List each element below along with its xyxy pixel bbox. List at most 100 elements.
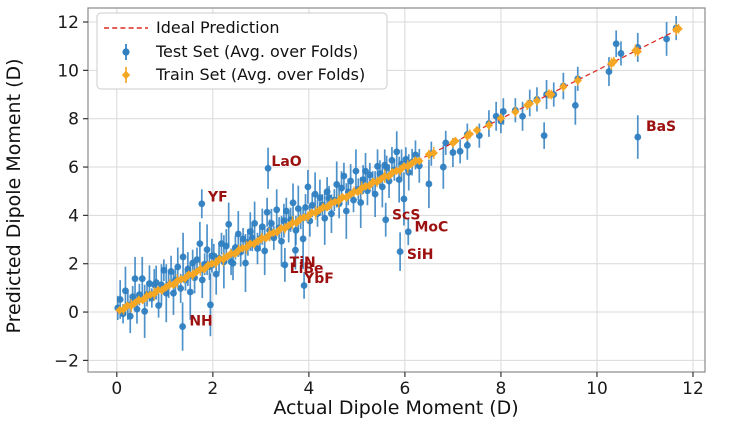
test-point <box>371 190 379 198</box>
plot-frame <box>87 7 706 373</box>
annotation-LaO: LaO <box>271 154 301 170</box>
annotation-YF: YF <box>207 189 228 205</box>
train-point <box>448 138 458 148</box>
test-point <box>281 261 289 269</box>
train-point <box>242 243 251 252</box>
test-point <box>663 35 670 43</box>
test-point <box>196 240 204 248</box>
test-point <box>131 275 139 283</box>
test-point <box>261 247 269 255</box>
x-tick-label: 0 <box>111 379 122 399</box>
test-point <box>251 219 259 227</box>
series-layer <box>114 15 683 351</box>
test-point <box>264 164 272 172</box>
y-tick-label: 12 <box>57 13 79 33</box>
test-point <box>304 183 312 191</box>
train-point <box>609 57 618 66</box>
test-point <box>405 168 413 176</box>
test-point <box>229 259 237 267</box>
test-point <box>499 108 507 115</box>
test-point <box>400 195 408 203</box>
test-point <box>289 199 297 207</box>
x-tick-label: 10 <box>586 379 608 399</box>
legend-label-ideal: Ideal Prediction <box>156 18 280 37</box>
train-point <box>219 255 228 264</box>
y-tick-label: 8 <box>68 110 79 130</box>
test-point <box>179 253 187 261</box>
axis-ticks: 0 2 4 6 8 10 12 −2 0 2 4 6 8 10 12 <box>54 13 704 399</box>
annotation-NH: NH <box>189 313 212 329</box>
test-point <box>234 230 242 238</box>
test-point <box>177 284 185 292</box>
train-point <box>115 305 124 315</box>
train-point <box>511 107 520 117</box>
test-point <box>357 199 365 206</box>
test-point <box>340 172 348 180</box>
test-point <box>138 275 146 283</box>
train-point <box>532 96 542 106</box>
x-tick-label: 4 <box>303 379 314 399</box>
legend: Ideal Prediction Test Set (Avg. over Fol… <box>96 12 388 90</box>
train-point <box>633 47 642 56</box>
x-tick-label: 2 <box>207 379 218 399</box>
test-point <box>292 246 299 254</box>
annotation-ScS: ScS <box>392 208 420 224</box>
test-point <box>366 171 374 179</box>
test-point <box>415 162 423 170</box>
y-tick-label: 0 <box>68 303 79 323</box>
test-point <box>347 177 355 185</box>
test-point <box>263 208 271 216</box>
test-point <box>463 141 471 149</box>
annotation-TiN: TiN <box>290 255 316 271</box>
test-point <box>425 180 433 188</box>
test-point <box>207 301 214 309</box>
y-tick-label: 6 <box>68 158 79 178</box>
test-point <box>268 219 275 227</box>
train-point <box>559 82 568 91</box>
test-point <box>179 323 186 330</box>
train-point <box>547 90 556 99</box>
test-point <box>540 132 548 140</box>
x-tick-label: 8 <box>496 379 507 399</box>
train-point <box>674 24 683 33</box>
y-tick-label: 4 <box>68 206 79 226</box>
train-point <box>330 197 339 207</box>
test-point <box>133 305 141 313</box>
train-series <box>115 23 683 315</box>
train-point <box>424 150 434 159</box>
train-point <box>161 283 170 292</box>
train-point <box>284 221 293 230</box>
test-series <box>114 15 680 351</box>
test-point <box>155 302 162 309</box>
test-point <box>617 50 625 57</box>
test-point <box>439 163 447 171</box>
test-point <box>273 206 281 214</box>
y-tick-label: −2 <box>54 351 79 371</box>
y-tick-label: 2 <box>68 255 79 275</box>
train-point <box>607 59 616 68</box>
test-point <box>393 148 401 156</box>
train-point <box>484 121 494 130</box>
test-point <box>126 312 134 320</box>
test-point <box>302 204 309 211</box>
test-point <box>300 282 308 289</box>
x-axis-label: Actual Dipole Moment (D) <box>273 397 518 419</box>
train-point <box>496 114 506 123</box>
x-tick-label: 6 <box>399 379 410 399</box>
test-point <box>519 112 526 120</box>
test-point <box>442 139 450 147</box>
train-point <box>451 136 460 146</box>
train-point <box>292 218 301 228</box>
legend-train-marker <box>121 67 131 83</box>
test-point <box>342 207 350 215</box>
test-point <box>311 190 319 198</box>
annotation-MoC: MoC <box>415 220 449 236</box>
legend-test-marker <box>122 44 130 60</box>
test-point <box>456 147 464 155</box>
test-point <box>396 248 404 256</box>
test-point <box>152 279 160 286</box>
test-point <box>141 307 149 315</box>
test-point <box>135 291 143 299</box>
train-point <box>573 76 582 85</box>
